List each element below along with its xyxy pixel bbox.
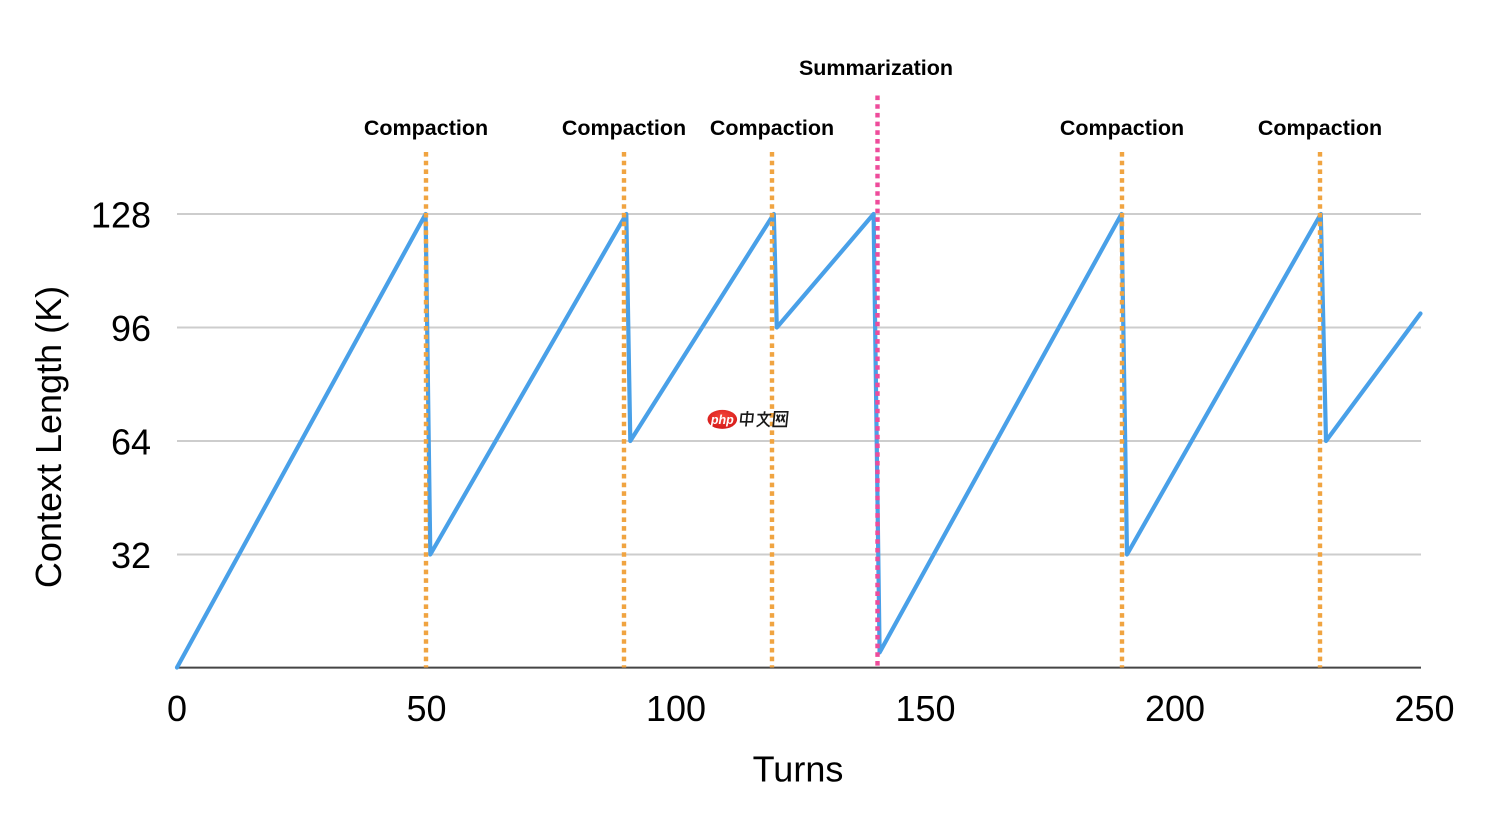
svg-text:96: 96 bbox=[111, 308, 151, 349]
svg-text:Compaction: Compaction bbox=[1060, 116, 1184, 140]
svg-text:200: 200 bbox=[1145, 688, 1205, 729]
svg-text:100: 100 bbox=[646, 688, 706, 729]
svg-text:Compaction: Compaction bbox=[1258, 116, 1382, 140]
svg-text:Compaction: Compaction bbox=[562, 116, 686, 140]
svg-text:32: 32 bbox=[111, 535, 151, 576]
svg-text:Turns: Turns bbox=[753, 749, 844, 790]
svg-text:50: 50 bbox=[406, 688, 446, 729]
svg-text:250: 250 bbox=[1394, 688, 1454, 729]
svg-text:php: php bbox=[710, 413, 734, 427]
svg-text:Compaction: Compaction bbox=[364, 116, 488, 140]
svg-text:Summarization: Summarization bbox=[799, 56, 953, 80]
svg-text:64: 64 bbox=[111, 422, 151, 463]
svg-text:150: 150 bbox=[895, 688, 955, 729]
svg-text:Context Length (K): Context Length (K) bbox=[28, 286, 69, 588]
svg-text:0: 0 bbox=[167, 688, 187, 729]
svg-text:128: 128 bbox=[91, 195, 151, 236]
svg-text:Compaction: Compaction bbox=[710, 116, 834, 140]
